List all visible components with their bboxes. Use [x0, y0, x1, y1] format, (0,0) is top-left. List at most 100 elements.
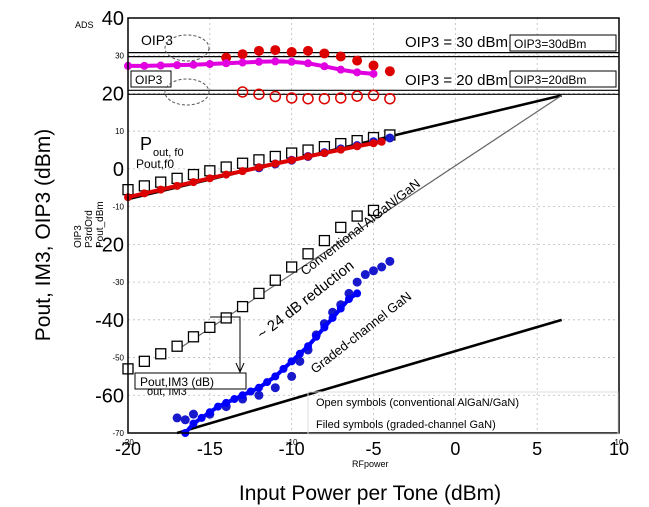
series-p3rdord-point: [230, 395, 239, 404]
open-circle-marker: [285, 92, 298, 104]
y-tick-label: 0: [113, 159, 124, 181]
pout-im3-box-text: Pout,IM3 (dB): [140, 375, 214, 389]
series-p3rdord-point: [197, 413, 206, 422]
series-p3rdord-point: [287, 357, 296, 366]
series-oip3-point: [173, 61, 182, 70]
x-tick-label: 10: [609, 439, 629, 459]
legend-label-pout: Pout_dBm: [95, 201, 106, 248]
y-tick-label-small: 10: [115, 127, 124, 136]
series-p3rdord-point: [263, 378, 272, 387]
open-circle-marker: [367, 89, 380, 102]
open-square-marker: [236, 300, 249, 313]
series-pout-point: [287, 156, 296, 165]
series-oip3-point: [189, 60, 198, 69]
y-tick-label-small: 30: [115, 52, 124, 61]
open-square-marker: [220, 161, 232, 173]
y-tick-label: -60: [95, 385, 124, 407]
filled-circle-marker: [286, 46, 297, 57]
open-circle-marker: [269, 90, 282, 103]
series-p3rdord-point: [254, 383, 263, 392]
series-p3rdord-point: [312, 332, 321, 341]
open-square-marker: [138, 355, 151, 367]
x-axis-title: Input Power per Tone (dBm): [239, 482, 501, 505]
pout-f0-sub: out, f0: [153, 147, 184, 159]
filled-circle-marker: [237, 49, 248, 60]
x-tick-label: -20: [115, 439, 141, 459]
filled-circle-marker: [368, 60, 379, 71]
y-tick-label: -20: [95, 234, 124, 256]
blue-dot-marker: [360, 270, 370, 280]
pout-f0-big: P: [140, 134, 152, 154]
oip3-30-circle: [164, 34, 210, 62]
series-oip3-point: [222, 59, 231, 68]
series-pout-point: [222, 170, 231, 179]
y-tick-label-small: -70: [112, 429, 124, 438]
open-square-marker: [204, 321, 216, 334]
series-oip3-point: [287, 57, 296, 66]
series-p3rdord-point: [189, 419, 198, 428]
open-square-marker: [187, 168, 200, 181]
oip3-20-label: OIP3 = 20 dBm: [405, 72, 508, 89]
x-tick-label: 0: [450, 439, 460, 459]
reference-line: [176, 318, 563, 435]
series-p3rdord-point: [222, 398, 231, 407]
series-p3rdord-point: [328, 313, 337, 322]
series-p3rdord-point: [344, 295, 353, 304]
open-square-marker: [204, 165, 216, 177]
series-p3rdord-point: [271, 372, 280, 381]
open-circle-marker: [302, 92, 314, 105]
legend-filled-symbols: Filed symbols (graded-channel GaN): [316, 419, 496, 431]
reduction-arrow: [235, 362, 245, 374]
blue-dot-marker: [385, 256, 395, 266]
oip3-20-box-text: OIP3=20dBm: [514, 73, 586, 87]
pout-im3-box: [134, 372, 247, 390]
series-oip3-point: [320, 62, 329, 71]
x-tick-label: -10: [279, 439, 305, 459]
series-oip3-point: [140, 61, 149, 70]
y-tick-label: 40: [102, 8, 124, 30]
series-oip3-point: [353, 68, 362, 77]
blue-dot-marker: [287, 371, 297, 381]
series-oip3-point: [254, 57, 263, 66]
blue-dot-marker: [172, 413, 182, 423]
open-square-marker: [236, 157, 249, 169]
open-square-marker: [220, 312, 232, 324]
plot-frame: [127, 17, 620, 434]
legend-label-oip3: OIP3: [73, 225, 84, 248]
open-square-marker: [138, 180, 151, 192]
x-tick-label-small: 10: [615, 438, 624, 447]
top-left-tag: ADS: [75, 20, 94, 30]
series-pout-point: [189, 178, 198, 187]
open-square-marker: [335, 221, 347, 234]
open-square-marker: [171, 172, 183, 184]
x-tick-label-small: -20: [122, 438, 134, 447]
oip3-boxed-label: OIP3: [135, 73, 163, 87]
series-p3rdord-point: [353, 289, 362, 298]
y-tick-label: 20: [102, 83, 124, 105]
filled-circle-marker: [221, 52, 232, 63]
series-oip3-point: [336, 65, 345, 74]
blue-dot-marker: [270, 383, 280, 393]
series-pout-point: [320, 149, 329, 158]
series-p3rdord-point: [279, 364, 288, 373]
series-oip3-point: [304, 59, 313, 68]
series-oip3-point: [369, 69, 378, 78]
series-pout-point: [271, 159, 280, 168]
series-pout-point: [377, 137, 386, 146]
x-tick-label: 5: [532, 439, 542, 459]
oip3-20-circle: [164, 78, 210, 106]
blue-dot-marker: [385, 133, 395, 143]
series-p3rdord-point: [304, 342, 313, 351]
series-pout-point: [173, 181, 182, 190]
y-tick-label-small: -50: [112, 354, 124, 363]
open-circle-marker: [384, 92, 396, 105]
series-pout-point: [156, 185, 165, 194]
blue-dot-marker: [352, 277, 362, 287]
series-p3rdord-line: [183, 291, 359, 435]
blue-dot-marker: [369, 266, 378, 276]
y-tick-label-small: -30: [112, 278, 124, 287]
series-oip3-point: [156, 61, 165, 70]
series-pout-point: [254, 163, 263, 172]
tick-labels: -20 -15 -10 -5 0 5 10-20 -10 1040200-20-40-60301…: [95, 8, 629, 459]
